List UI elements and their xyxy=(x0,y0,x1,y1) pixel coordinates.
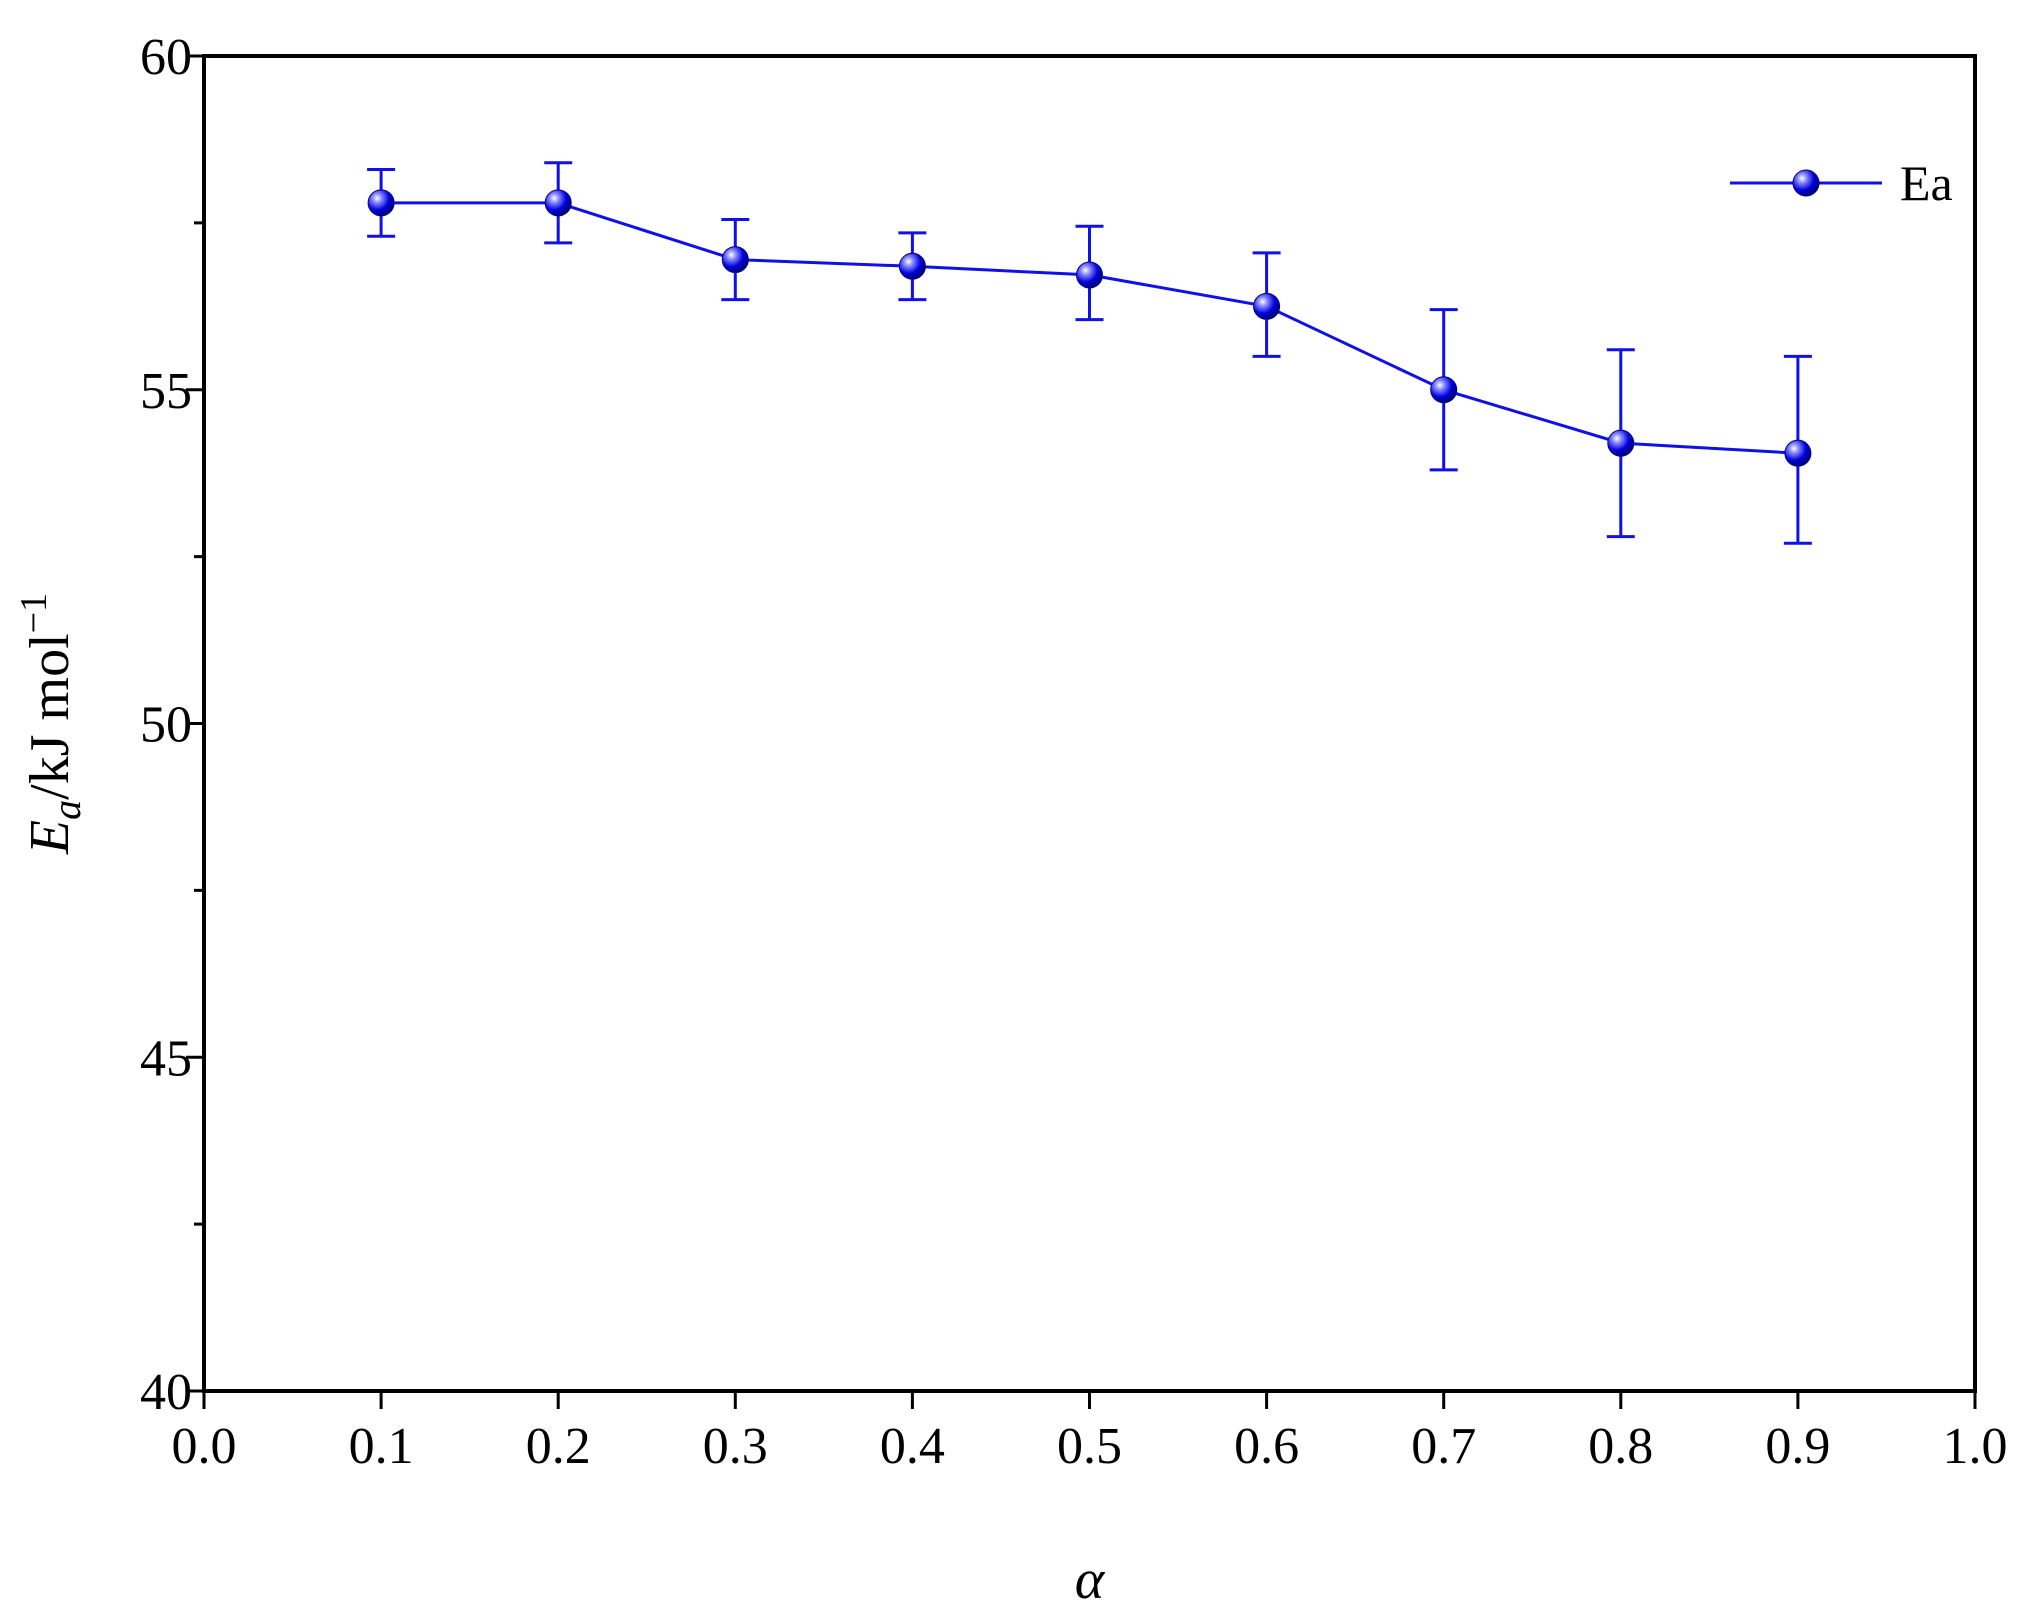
plot-frame xyxy=(202,54,1977,1393)
x-tick-label: 0.9 xyxy=(1765,1418,1830,1475)
legend-label: Ea xyxy=(1900,155,1953,211)
axis-ticks: 0.0 0.1 0.2 0.3 0.4 0.5 0.6 0.7 0.8 0.9 1.0 40 45 50 5… xyxy=(140,29,2008,1475)
y-tick-label: 50 xyxy=(140,697,192,754)
data-point-ea xyxy=(1784,439,1812,467)
x-tick-label: 0.7 xyxy=(1411,1418,1476,1475)
y-tick-label: 55 xyxy=(140,363,192,420)
y-axis-title-sub: a xyxy=(44,800,89,820)
x-tick-label: 0.3 xyxy=(703,1418,768,1475)
data-point-ea xyxy=(544,189,572,217)
y-axis-title: Ea/kJ mol−1 xyxy=(13,593,89,855)
axis-labels: α Ea/kJ mol−1 xyxy=(13,593,1106,1611)
data-point-ea xyxy=(1253,292,1281,320)
x-axis-title: α xyxy=(1075,1549,1106,1611)
data-point-ea xyxy=(1430,376,1458,404)
legend: Ea xyxy=(1730,155,1953,211)
y-axis-title-main: E xyxy=(19,820,81,855)
y-tick-label: 40 xyxy=(140,1364,192,1421)
data-point-ea xyxy=(898,252,926,280)
y-tick-label: 45 xyxy=(140,1030,192,1087)
data-point-ea xyxy=(1607,429,1635,457)
x-tick-label: 0.1 xyxy=(349,1418,414,1475)
y-axis-title-sup: −1 xyxy=(13,593,55,633)
plot-area xyxy=(367,161,1812,545)
x-tick-label: 0.4 xyxy=(880,1418,945,1475)
legend-marker xyxy=(1792,169,1820,197)
data-point-ea xyxy=(721,246,749,274)
x-tick-label: 1.0 xyxy=(1943,1418,2008,1475)
x-tick-label: 0.8 xyxy=(1588,1418,1653,1475)
y-tick-label: 60 xyxy=(140,29,192,86)
x-tick-label: 0.5 xyxy=(1057,1418,1122,1475)
data-point-ea xyxy=(1076,261,1103,289)
x-tick-label: 0.2 xyxy=(526,1418,591,1475)
x-tick-label: 0.0 xyxy=(172,1418,237,1475)
x-tick-label: 0.6 xyxy=(1234,1418,1299,1475)
data-point-ea xyxy=(367,189,395,217)
y-axis-title-unit: /kJ mol xyxy=(19,633,81,799)
